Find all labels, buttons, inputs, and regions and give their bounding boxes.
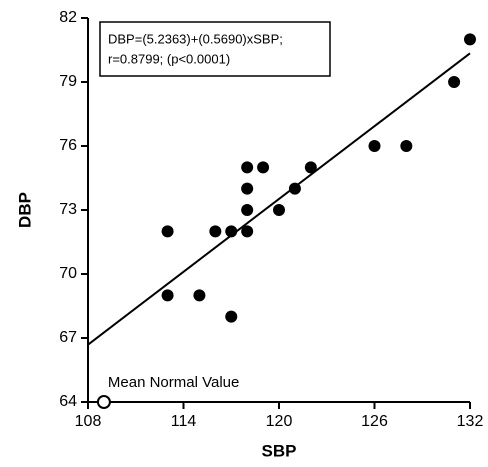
point: [225, 310, 238, 323]
point: [193, 289, 206, 302]
annotation: r=0.8799; (p<0.0001): [108, 51, 230, 66]
y-tick-label: 79: [59, 73, 77, 90]
x-tick-label: 108: [75, 413, 102, 430]
point: [161, 225, 174, 238]
y-tick-label: 64: [59, 393, 77, 410]
point: [368, 140, 381, 152]
point: [161, 289, 174, 302]
reference-point: [96, 395, 111, 409]
point: [273, 204, 285, 216]
point: [304, 161, 317, 174]
point: [225, 225, 238, 238]
y-tick-label: 76: [59, 137, 77, 154]
point: [400, 140, 413, 152]
x-tick-label: 120: [266, 413, 293, 430]
point: [448, 76, 461, 88]
point: [241, 182, 254, 195]
x-tick-label: 132: [457, 413, 484, 430]
y-tick-label: 70: [59, 265, 77, 282]
point: [288, 182, 301, 195]
x-axis-title: SBP: [262, 441, 297, 460]
x-tick-label: 126: [361, 413, 388, 430]
point: [464, 33, 476, 46]
x-tick-label: 114: [171, 413, 197, 430]
y-axis-title: DBP: [15, 192, 34, 228]
y-tick-label: 82: [59, 9, 77, 26]
point: [241, 225, 254, 238]
reference-label: Mean Normal Value: [108, 374, 239, 391]
annotation: DBP=(5.2363)+(0.5690)xSBP;: [108, 31, 283, 46]
y-tick-label: 73: [59, 201, 77, 218]
point: [241, 204, 254, 216]
point: [241, 161, 254, 174]
y-tick-label: 67: [59, 329, 77, 346]
annotation-box: [99, 21, 331, 77]
point: [257, 161, 270, 174]
point: [209, 225, 222, 238]
regression-line: [87, 52, 471, 346]
